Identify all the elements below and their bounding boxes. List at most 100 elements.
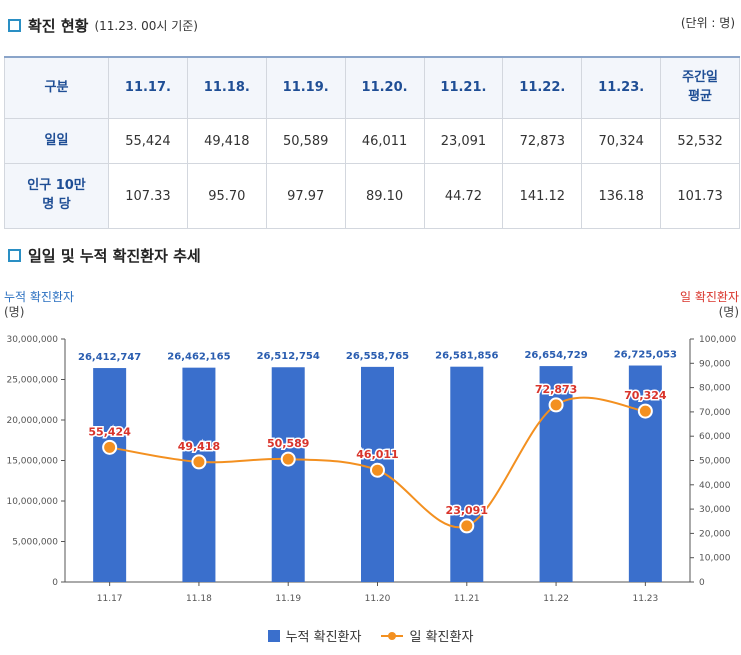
column-header: 11.22.: [502, 56, 583, 119]
table-cell: 101.73: [660, 163, 740, 229]
line-point: [459, 518, 475, 534]
table-cell: 49,418: [186, 118, 267, 164]
x-axis-tick-label: 11.19: [275, 594, 301, 604]
legend-bar-swatch: [267, 629, 280, 642]
line-point: [280, 451, 296, 467]
row-header: 일일: [4, 118, 109, 164]
square-bullet-icon: [8, 19, 21, 32]
line-value-label: 46,011: [356, 448, 398, 461]
section-status-header: 확진 현황 (11.23. 00시 기준): [8, 15, 198, 36]
legend-item-cumulative: 누적 확진환자: [267, 626, 362, 645]
right-axis-title-block: 일 확진환자 (명): [680, 290, 739, 320]
bar-value-label: 26,512,754: [257, 351, 320, 362]
line-value-label: 49,418: [178, 440, 220, 453]
left-axis-tick-label: 20,000,000: [6, 416, 58, 426]
right-axis-tick-label: 40,000: [699, 481, 731, 491]
left-axis-tick-label: 5,000,000: [12, 538, 58, 548]
chart-legend: 누적 확진환자 일 확진환자: [0, 626, 741, 645]
table-cell: 95.70: [186, 163, 267, 229]
right-axis-tick-label: 30,000: [699, 505, 731, 515]
unit-label: (단위 : 명): [680, 16, 735, 30]
line-point: [370, 462, 385, 478]
bar-value-label: 26,581,856: [435, 351, 498, 362]
square-bullet-icon: [8, 249, 21, 262]
table-cell: 46,011: [344, 118, 425, 164]
line-value-label: 55,424: [88, 425, 131, 438]
line-point: [191, 454, 207, 470]
section-status-title: 확진 현황: [28, 17, 89, 35]
column-header: 11.18.: [186, 56, 267, 119]
bar-value-label: 26,725,053: [614, 350, 677, 361]
right-axis-title: 일 확진환자: [679, 290, 739, 304]
bar-value-label: 26,412,747: [78, 352, 141, 363]
right-axis-tick-label: 100,000: [699, 335, 736, 345]
column-header: 11.21.: [423, 56, 504, 119]
table-row: 일일 55,424 49,418 50,589 46,011 23,091 72…: [4, 118, 740, 164]
table-cell: 50,589: [265, 118, 346, 164]
right-axis-tick-label: 70,000: [699, 408, 731, 418]
summary-table: 구분 11.17. 11.18. 11.19. 11.20. 11.21. 11…: [4, 56, 740, 229]
x-axis-tick-label: 11.18: [186, 594, 212, 604]
table-cell: 141.12: [502, 163, 583, 229]
section-status-subtitle: (11.23. 00시 기준): [94, 19, 198, 33]
trend-chart: 0 5,000,000 10,000,000 15,000,000 20,000,000…: [6, 335, 736, 604]
legend-item-daily: 일 확진환자: [381, 626, 473, 645]
line-value-label: 23,091: [446, 504, 488, 517]
right-axis-tick-label: 50,000: [699, 457, 731, 467]
bar-value-label: 26,462,165: [167, 352, 230, 363]
x-axis-tick-label: 11.20: [365, 594, 391, 604]
table-cell: 72,873: [502, 118, 583, 164]
left-axis-tick-label: 10,000,000: [6, 497, 58, 507]
left-axis-tick-label: 0: [52, 578, 58, 588]
left-axis-title-block: 누적 확진환자 (명): [4, 290, 74, 320]
table-cell: 136.18: [581, 163, 662, 229]
right-axis-tick-label: 80,000: [699, 384, 731, 394]
bar-value-label: 26,558,765: [346, 351, 409, 362]
table-cell: 107.33: [108, 163, 188, 229]
table-cell: 97.97: [265, 163, 346, 229]
table-row: 인구 10만 명 당 107.33 95.70 97.97 89.10 44.7…: [4, 163, 740, 229]
left-axis-tick-label: 30,000,000: [6, 335, 58, 345]
table-cell: 23,091: [423, 118, 504, 164]
right-axis-tick-label: 10,000: [699, 554, 731, 564]
legend-label: 누적 확진환자: [285, 630, 362, 645]
bar: [628, 365, 662, 582]
bar: [450, 366, 484, 582]
right-axis-tick-label: 90,000: [699, 359, 731, 369]
bar-value-label: 26,654,729: [524, 350, 587, 361]
table-cell: 44.72: [423, 163, 504, 229]
column-header: 11.20.: [344, 56, 425, 119]
line-value-label: 72,873: [535, 383, 577, 396]
column-header: 11.17.: [108, 56, 188, 119]
table-cell: 70,324: [581, 118, 662, 164]
x-axis-tick-label: 11.22: [543, 594, 569, 604]
right-axis-tick-label: 20,000: [699, 529, 731, 539]
x-axis-tick-label: 11.23: [632, 594, 658, 604]
legend-line-swatch: [381, 630, 404, 642]
section-trend-title: 일일 및 누적 확진환자 추세: [28, 247, 201, 265]
legend-label: 일 확진환자: [409, 630, 474, 645]
left-axis-unit: (명): [4, 305, 25, 319]
column-header: 주간일 평균: [660, 56, 740, 119]
left-axis-title: 누적 확진환자: [4, 290, 75, 304]
table-cell: 52,532: [660, 118, 740, 164]
row-header: 인구 10만 명 당: [4, 163, 109, 229]
left-axis-tick-label: 25,000,000: [6, 376, 58, 386]
line-value-label: 50,589: [267, 437, 309, 450]
table-header-row: 구분 11.17. 11.18. 11.19. 11.20. 11.21. 11…: [4, 56, 740, 119]
right-axis-tick-label: 0: [699, 578, 705, 588]
bar: [182, 367, 216, 582]
x-axis-tick-label: 11.17: [97, 594, 123, 604]
right-axis-unit: (명): [718, 305, 739, 319]
line-point: [102, 439, 118, 455]
section-trend-header: 일일 및 누적 확진환자 추세: [8, 245, 201, 266]
line-point: [548, 397, 564, 413]
line-point: [637, 403, 653, 419]
left-axis-tick-label: 15,000,000: [6, 457, 58, 467]
table-corner-header: 구분: [4, 56, 109, 119]
right-axis-tick-label: 60,000: [699, 432, 731, 442]
bar: [93, 368, 127, 582]
x-axis-tick-label: 11.21: [454, 594, 480, 604]
bar: [271, 367, 305, 582]
line-value-label: 70,324: [624, 389, 667, 402]
